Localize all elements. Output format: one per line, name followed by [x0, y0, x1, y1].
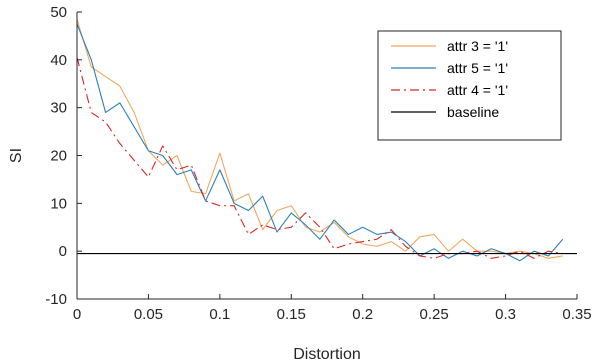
x-tick-label: 0 [73, 306, 81, 323]
x-tick-label: 0.3 [495, 306, 516, 323]
x-tick-label: 0.15 [277, 306, 306, 323]
series-line-1 [76, 19, 563, 259]
y-tick-label: 40 [50, 52, 67, 69]
y-tick-label: -10 [45, 291, 67, 308]
x-tick-label: 0.1 [209, 306, 230, 323]
legend-label-2: attr 5 = '1' [447, 60, 508, 76]
x-tick-label: 0.2 [352, 306, 373, 323]
legend-label-1: attr 3 = '1' [447, 38, 508, 54]
x-tick-label: 0.25 [420, 306, 449, 323]
legend-box [377, 30, 562, 141]
y-tick-label: 50 [50, 4, 67, 21]
x-tick-label: 0.35 [562, 306, 591, 323]
series-layer [76, 19, 577, 262]
legend-label-3: attr 4 = '1' [447, 82, 508, 98]
y-tick-label: 20 [50, 148, 67, 165]
x-tick-label: 0.05 [134, 306, 163, 323]
y-tick-label: 0 [59, 243, 67, 260]
y-tick-label: 30 [50, 100, 67, 117]
legend: attr 3 = '1' attr 5 = '1' attr 4 = '1' base… [377, 30, 562, 141]
y-tick-label: 10 [50, 195, 67, 212]
series-line-3 [76, 57, 563, 259]
axes-layer: 0 0.05 0.1 0.15 0.2 0.25 0.3 0.35 -10 0 10 20 30 40 50… [8, 4, 592, 362]
x-axis-label: Distortion [293, 346, 361, 362]
y-axis-label: SI [8, 148, 25, 163]
legend-label-4: baseline [447, 104, 499, 120]
